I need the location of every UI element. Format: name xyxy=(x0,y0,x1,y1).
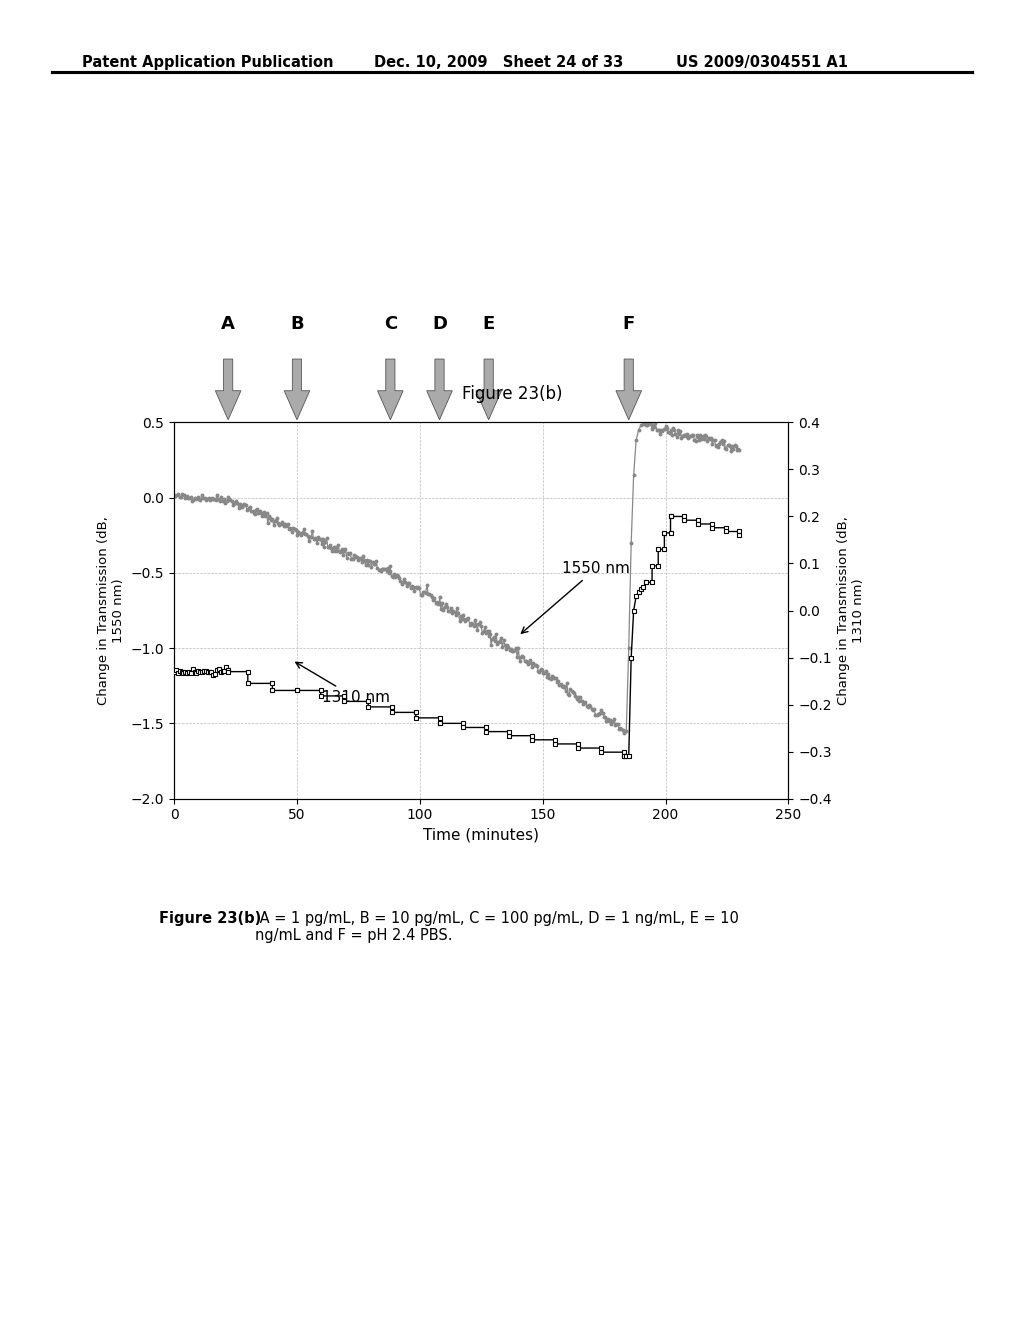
Text: Dec. 10, 2009   Sheet 24 of 33: Dec. 10, 2009 Sheet 24 of 33 xyxy=(374,55,623,70)
FancyArrow shape xyxy=(427,359,453,420)
FancyArrow shape xyxy=(616,359,641,420)
FancyArrow shape xyxy=(285,359,310,420)
Text: F: F xyxy=(623,314,635,333)
Text: B: B xyxy=(290,314,304,333)
X-axis label: Time (minutes): Time (minutes) xyxy=(423,828,540,843)
Text: Figure 23(b): Figure 23(b) xyxy=(462,384,562,403)
Text: US 2009/0304551 A1: US 2009/0304551 A1 xyxy=(676,55,848,70)
Text: Patent Application Publication: Patent Application Publication xyxy=(82,55,334,70)
Text: 1310 nm: 1310 nm xyxy=(296,663,389,705)
FancyArrow shape xyxy=(215,359,241,420)
Text: A = 1 pg/mL, B = 10 pg/mL, C = 100 pg/mL, D = 1 ng/mL, E = 10
ng/mL and F = pH 2: A = 1 pg/mL, B = 10 pg/mL, C = 100 pg/mL… xyxy=(255,911,739,944)
Text: C: C xyxy=(384,314,397,333)
FancyArrow shape xyxy=(476,359,502,420)
Text: 1550 nm: 1550 nm xyxy=(521,561,630,634)
Text: D: D xyxy=(432,314,447,333)
Text: Figure 23(b): Figure 23(b) xyxy=(159,911,261,925)
Text: A: A xyxy=(221,314,236,333)
Text: E: E xyxy=(482,314,495,333)
Y-axis label: Change in Transmission (dB,
1310 nm): Change in Transmission (dB, 1310 nm) xyxy=(838,516,865,705)
Y-axis label: Change in Transmission (dB,
1550 nm): Change in Transmission (dB, 1550 nm) xyxy=(97,516,125,705)
FancyArrow shape xyxy=(378,359,403,420)
